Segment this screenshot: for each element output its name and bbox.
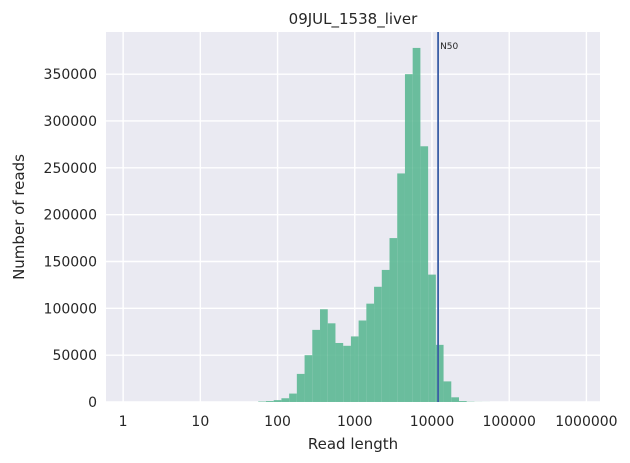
histogram-bar [335,342,344,402]
histogram-bar [265,401,274,402]
histogram-bar [366,303,375,402]
y-axis-label: Number of reads [10,154,28,280]
histogram-bar [443,381,452,402]
histogram-bar [389,238,398,402]
x-axis-label: Read length [308,435,398,453]
x-tick-label: 1000000 [555,414,617,430]
x-tick-label: 1000 [337,414,373,430]
histogram-bar [281,398,290,402]
y-tick-label: 350000 [44,67,97,83]
y-tick-label: 300000 [44,114,97,130]
histogram-bar [327,323,336,402]
y-tick-label: 250000 [44,161,97,177]
y-tick-label: 0 [88,395,97,411]
x-tick-label: 100000 [482,414,535,430]
histogram-bar [312,329,321,402]
histogram-bar [412,47,421,403]
y-tick-label: 100000 [44,301,97,317]
x-tick-label: 10 [191,414,209,430]
y-tick-label: 150000 [44,254,97,270]
histogram-bar [358,320,367,402]
histogram-bar [451,397,460,402]
histogram-bar [397,173,405,402]
x-tick-label: 100 [264,414,291,430]
n50-label: N50 [440,42,458,52]
histogram-bar [381,269,390,402]
annotations: N50 [437,32,459,402]
y-tick-label: 200000 [44,208,97,224]
histogram-bar [273,400,282,402]
y-tick-label: 50000 [52,348,97,364]
histogram-bar [435,344,444,402]
x-tick-labels: 1 10 100 1000 10000 100000 1000000 [119,414,618,430]
x-tick-label: 10000 [410,414,455,430]
grid-lines [106,32,600,403]
histogram-bar [343,345,351,402]
histogram-bar [304,355,313,402]
histogram-bar [459,401,467,402]
histogram-bar [404,74,413,402]
histogram-bar [350,336,359,402]
histogram-bar [296,373,305,402]
histogram-bar [320,309,328,402]
histogram-bar [428,274,436,402]
chart-title: 09JUL_1538_liver [289,10,418,29]
histogram-bar [420,146,429,402]
histogram-bars [258,47,490,403]
y-tick-labels: 0 50000 100000 150000 200000 250000 300000 3500… [44,67,97,411]
histogram-bar [289,393,297,402]
histogram-bar [374,286,382,402]
x-tick-label: 1 [119,414,128,430]
